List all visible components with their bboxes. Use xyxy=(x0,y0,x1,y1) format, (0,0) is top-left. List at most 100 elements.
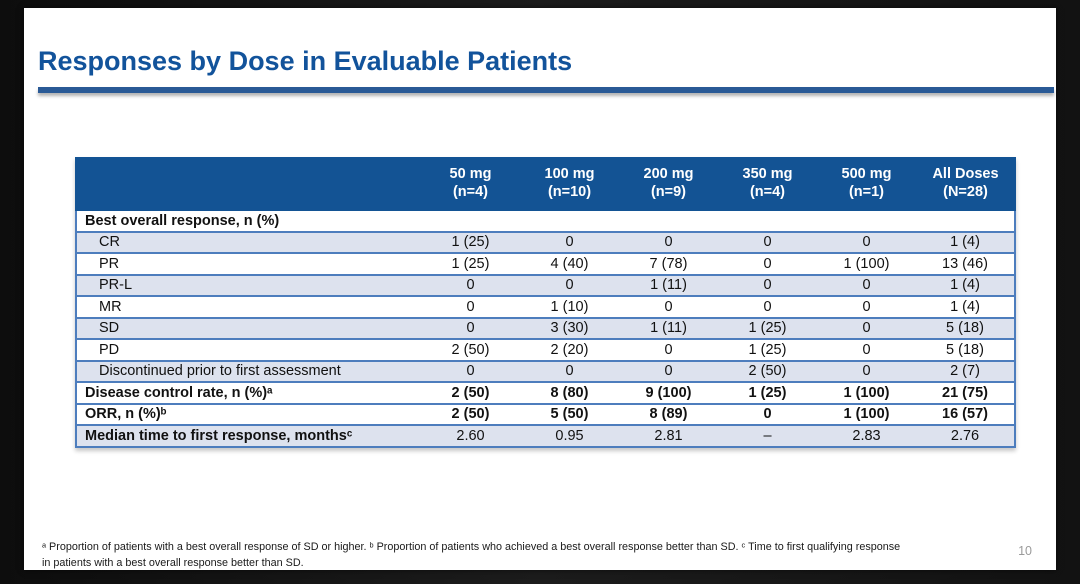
value-cell: 0 xyxy=(817,316,916,340)
table-row: Best overall response, n (%) xyxy=(75,209,1016,233)
header-col-100-mg: 100 mg (n=10) xyxy=(519,157,620,211)
value-cell: 0 xyxy=(817,295,916,319)
value-cell: 8 (80) xyxy=(520,381,619,405)
value-cell: 2.81 xyxy=(619,424,718,448)
value-cell: 2.76 xyxy=(916,424,1016,448)
value-cell: 1 (100) xyxy=(817,402,916,426)
value-cell: 0 xyxy=(619,230,718,254)
slide-title: Responses by Dose in Evaluable Patients xyxy=(38,46,573,76)
value-cell: 0 xyxy=(817,338,916,362)
value-cell xyxy=(817,209,916,233)
value-cell: 1 (25) xyxy=(718,381,817,405)
value-cell xyxy=(916,209,1016,233)
value-cell: 1 (25) xyxy=(718,316,817,340)
title-rule xyxy=(38,87,1054,93)
row-label: MR xyxy=(75,295,421,319)
value-cell: 0 xyxy=(718,252,817,276)
value-cell: 1 (10) xyxy=(520,295,619,319)
table-row: Discontinued prior to first assessment 0 0… xyxy=(75,359,1016,383)
table-row: CR 1 (25) 0 0 0 0 1 (4) xyxy=(75,230,1016,254)
value-cell: 7 (78) xyxy=(619,252,718,276)
value-cell: 2 (50) xyxy=(421,338,520,362)
value-cell: 5 (50) xyxy=(520,402,619,426)
table-row: PR-L 0 0 1 (11) 0 0 1 (4) xyxy=(75,273,1016,297)
table-header-row: 50 mg (n=4) 100 mg (n=10) 200 mg (n=9) 350 mg(… xyxy=(75,157,1016,211)
value-cell: 1 (11) xyxy=(619,316,718,340)
value-cell: 1 (4) xyxy=(916,295,1016,319)
value-cell: 0 xyxy=(718,230,817,254)
slide: Responses by Dose in Evaluable Patients … xyxy=(24,8,1056,570)
value-cell: 0 xyxy=(421,359,520,383)
value-cell: 1 (100) xyxy=(817,252,916,276)
footnote-line-2: in patients with a best overall response… xyxy=(42,556,304,569)
value-cell: 0 xyxy=(817,359,916,383)
value-cell: 2.83 xyxy=(817,424,916,448)
table-row: ORR, n (%)ᵇ 2 (50) 5 (50) 8 (89) 0 1 (100) 16 … xyxy=(75,402,1016,426)
row-label: Best overall response, n (%) xyxy=(75,209,421,233)
value-cell: 2 (50) xyxy=(718,359,817,383)
value-cell: 16 (57) xyxy=(916,402,1016,426)
value-cell: 2 (20) xyxy=(520,338,619,362)
value-cell: 0.95 xyxy=(520,424,619,448)
value-cell: 21 (75) xyxy=(916,381,1016,405)
value-cell: 1 (4) xyxy=(916,273,1016,297)
value-cell: 0 xyxy=(520,359,619,383)
table-row: PD 2 (50) 2 (20) 0 1 (25) 0 5 (18) xyxy=(75,338,1016,362)
table-row: PR 1 (25) 4 (40) 7 (78) 0 1 (100) 13 (46) xyxy=(75,252,1016,276)
row-label: PR-L xyxy=(75,273,421,297)
header-col-500-mg: 500 mg (n=1) xyxy=(816,157,917,211)
header-empty-cell xyxy=(75,157,422,211)
value-cell: 0 xyxy=(619,338,718,362)
row-label: Disease control rate, n (%)ᵃ xyxy=(75,381,421,405)
value-cell: 0 xyxy=(421,316,520,340)
value-cell xyxy=(718,209,817,233)
table-row: Median time to first response, monthsᶜ 2.… xyxy=(75,424,1016,448)
value-cell: 0 xyxy=(421,295,520,319)
row-label: PD xyxy=(75,338,421,362)
value-cell: 8 (89) xyxy=(619,402,718,426)
row-label: ORR, n (%)ᵇ xyxy=(75,402,421,426)
value-cell xyxy=(619,209,718,233)
header-col-200-mg: 200 mg (n=9) xyxy=(618,157,719,211)
value-cell: 2.60 xyxy=(421,424,520,448)
value-cell: 2 (50) xyxy=(421,402,520,426)
value-cell xyxy=(520,209,619,233)
row-label: Median time to first response, monthsᶜ xyxy=(75,424,421,448)
value-cell: 1 (25) xyxy=(718,338,817,362)
table-row: Disease control rate, n (%)ᵃ 2 (50) 8 (80)… xyxy=(75,381,1016,405)
row-label: PR xyxy=(75,252,421,276)
value-cell: 0 xyxy=(520,230,619,254)
table-row: MR 0 1 (10) 0 0 0 1 (4) xyxy=(75,295,1016,319)
value-cell: 0 xyxy=(619,359,718,383)
value-cell: 0 xyxy=(817,273,916,297)
value-cell: 9 (100) xyxy=(619,381,718,405)
value-cell: 1 (4) xyxy=(916,230,1016,254)
value-cell: 2 (7) xyxy=(916,359,1016,383)
responses-by-dose-table: 50 mg (n=4) 100 mg (n=10) 200 mg (n=9) 350 mg(… xyxy=(75,157,1016,448)
value-cell: 1 (25) xyxy=(421,230,520,254)
value-cell: 3 (30) xyxy=(520,316,619,340)
value-cell: 0 xyxy=(718,295,817,319)
footnote-line-1: ᵃ Proportion of patients with a best ove… xyxy=(42,541,901,553)
value-cell: 1 (100) xyxy=(817,381,916,405)
value-cell: 5 (18) xyxy=(916,338,1016,362)
header-col-350-mg: 350 mg (n=4) xyxy=(717,157,818,211)
value-cell: 0 xyxy=(619,295,718,319)
value-cell: 5 (18) xyxy=(916,316,1016,340)
value-cell: 0 xyxy=(520,273,619,297)
page-number: 10 xyxy=(1018,544,1032,558)
value-cell: 13 (46) xyxy=(916,252,1016,276)
value-cell xyxy=(421,209,520,233)
value-cell: 4 (40) xyxy=(520,252,619,276)
header-col-50-mg: 50 mg (n=4) xyxy=(420,157,521,211)
row-label: Discontinued prior to first assessment xyxy=(75,359,421,383)
header-col-all-doses: All Doses (N=28) xyxy=(915,157,1016,211)
value-cell: 0 xyxy=(421,273,520,297)
footnote: ᵃ Proportion of patients with a best ove… xyxy=(42,540,987,571)
value-cell: – xyxy=(718,424,817,448)
value-cell: 0 xyxy=(718,273,817,297)
value-cell: 0 xyxy=(817,230,916,254)
value-cell: 1 (11) xyxy=(619,273,718,297)
value-cell: 2 (50) xyxy=(421,381,520,405)
